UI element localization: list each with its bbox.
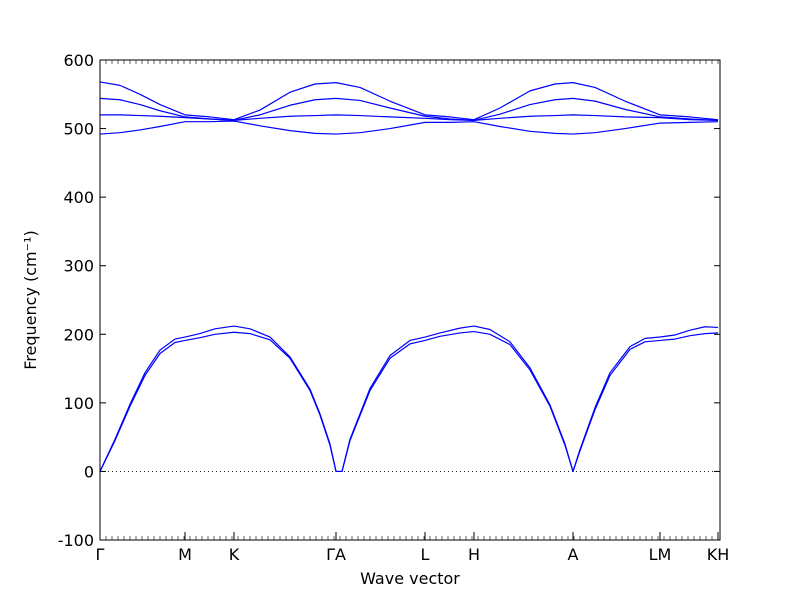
x-axis-label: Wave vector [360,569,460,588]
y-tick-label: 600 [63,51,94,70]
series-line-4 [100,114,719,121]
series-line-1 [99,330,719,473]
y-tick-label: 400 [63,188,94,207]
series-line-5 [99,97,719,121]
kpoint-label: K [229,545,240,564]
y-axis-label: Frequency (cm⁻¹) [21,230,40,369]
y-tick-label: 200 [63,325,94,344]
kpoint-label: M [178,545,192,564]
series-line-2 [99,325,719,473]
kpoint-label: Γ [96,545,105,564]
y-tick-label: 0 [84,462,94,481]
series-group [99,81,719,473]
plot-frame [99,59,721,541]
kpoint-label: L [421,545,430,564]
y-tick-label: 100 [63,394,94,413]
y-tick-label: 500 [63,120,94,139]
kpoint-label: LM [649,545,672,564]
y-tick-label: 300 [63,257,94,276]
series-line-3 [99,120,719,135]
kpoint-label: KH [707,545,730,564]
ticks-group: -100 0 100 200 300 400 500 600 Γ M K ΓA L H A LM KH [58,51,730,564]
kpoint-label: H [468,545,480,564]
kpoint-label: A [568,545,579,564]
y-tick-label: -100 [58,531,94,550]
kpoint-label: ΓA [326,545,346,564]
series-line-6 [99,81,719,121]
